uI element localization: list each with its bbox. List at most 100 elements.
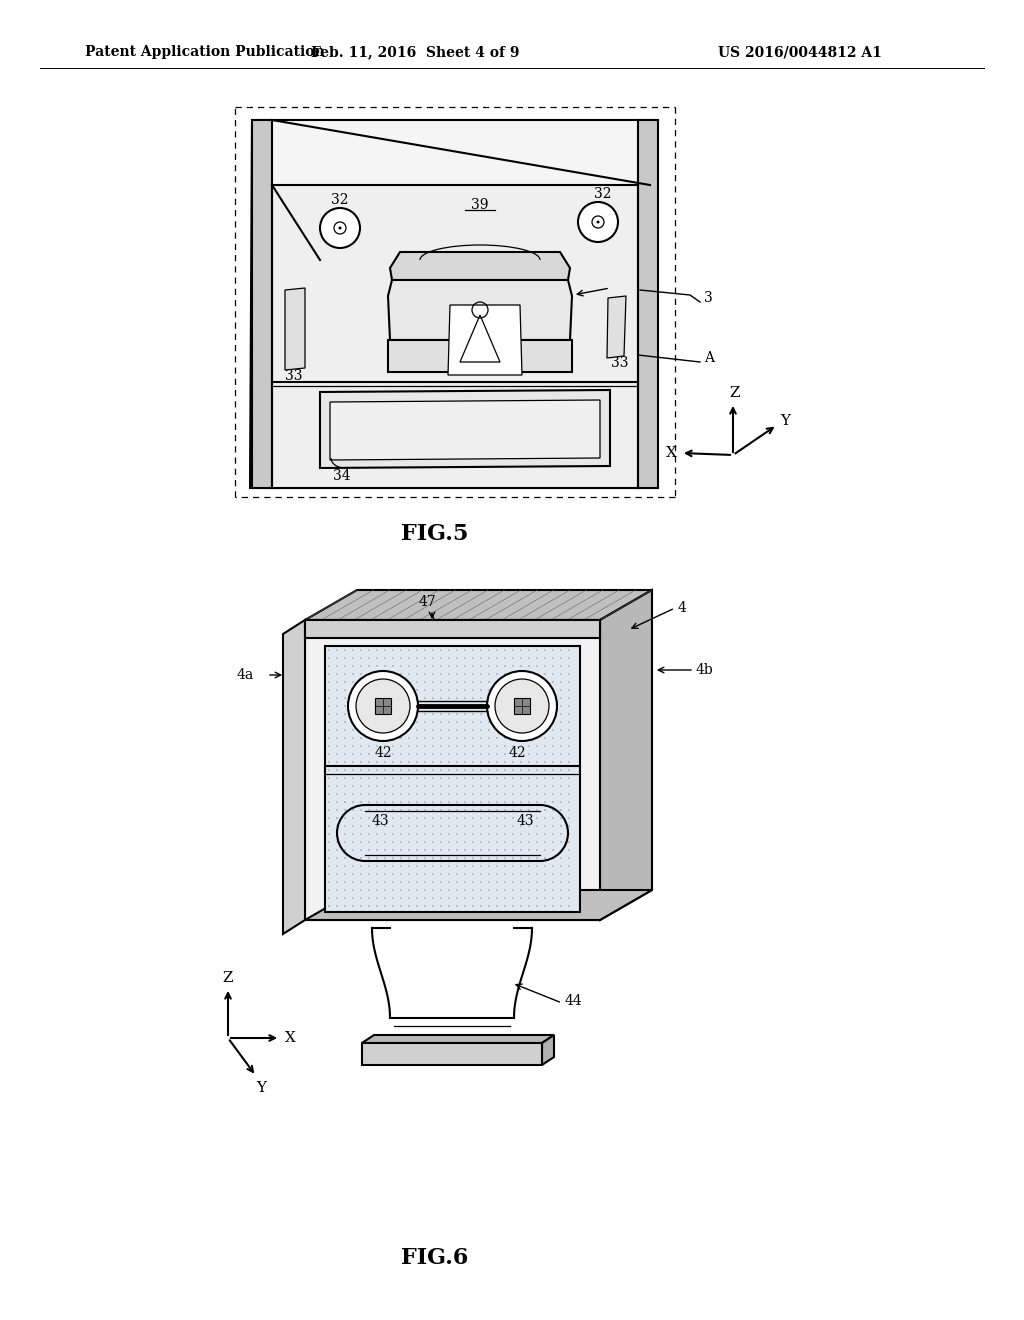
Circle shape — [376, 890, 378, 891]
Circle shape — [392, 649, 394, 651]
Circle shape — [344, 737, 346, 739]
Circle shape — [376, 665, 378, 667]
Circle shape — [537, 777, 538, 779]
Circle shape — [560, 697, 562, 698]
Circle shape — [384, 857, 386, 859]
Text: 33: 33 — [611, 356, 629, 370]
Circle shape — [376, 721, 378, 723]
Circle shape — [416, 770, 418, 771]
Circle shape — [520, 865, 522, 867]
Circle shape — [512, 785, 514, 787]
Circle shape — [409, 849, 410, 851]
Circle shape — [344, 697, 346, 698]
Circle shape — [432, 874, 434, 875]
Circle shape — [432, 785, 434, 787]
Circle shape — [400, 705, 401, 706]
Circle shape — [376, 833, 378, 834]
Circle shape — [480, 665, 482, 667]
Circle shape — [344, 801, 346, 803]
Circle shape — [360, 857, 361, 859]
Circle shape — [319, 209, 360, 248]
Circle shape — [497, 801, 498, 803]
Circle shape — [369, 665, 370, 667]
Circle shape — [392, 801, 394, 803]
Circle shape — [568, 809, 569, 810]
Circle shape — [432, 746, 434, 747]
Polygon shape — [542, 1035, 554, 1065]
Circle shape — [400, 729, 401, 731]
Circle shape — [360, 762, 361, 763]
Circle shape — [400, 809, 401, 810]
Circle shape — [449, 754, 450, 755]
Circle shape — [464, 721, 466, 723]
Circle shape — [472, 657, 474, 659]
Circle shape — [392, 865, 394, 867]
Circle shape — [336, 681, 338, 682]
Circle shape — [528, 801, 529, 803]
Circle shape — [416, 833, 418, 834]
Circle shape — [344, 665, 346, 667]
Circle shape — [544, 882, 546, 883]
Circle shape — [424, 809, 426, 810]
Circle shape — [488, 762, 489, 763]
Circle shape — [369, 689, 370, 690]
Circle shape — [449, 841, 450, 842]
Circle shape — [329, 665, 330, 667]
Circle shape — [336, 689, 338, 690]
Circle shape — [544, 817, 546, 818]
Circle shape — [472, 649, 474, 651]
Circle shape — [544, 673, 546, 675]
Circle shape — [432, 657, 434, 659]
Circle shape — [416, 809, 418, 810]
Circle shape — [449, 770, 450, 771]
Circle shape — [464, 809, 466, 810]
Circle shape — [432, 721, 434, 723]
Polygon shape — [283, 620, 305, 935]
Circle shape — [544, 825, 546, 826]
Circle shape — [329, 865, 330, 867]
Circle shape — [424, 705, 426, 706]
Circle shape — [464, 906, 466, 907]
Circle shape — [472, 777, 474, 779]
Circle shape — [440, 721, 441, 723]
Circle shape — [384, 906, 386, 907]
Circle shape — [409, 762, 410, 763]
Circle shape — [360, 729, 361, 731]
Circle shape — [537, 809, 538, 810]
Circle shape — [472, 754, 474, 755]
Circle shape — [344, 833, 346, 834]
Circle shape — [520, 729, 522, 731]
Circle shape — [360, 817, 361, 818]
Circle shape — [488, 697, 489, 698]
Circle shape — [495, 678, 549, 733]
Circle shape — [537, 833, 538, 834]
Circle shape — [384, 801, 386, 803]
Circle shape — [424, 713, 426, 715]
Circle shape — [560, 865, 562, 867]
Circle shape — [512, 833, 514, 834]
Circle shape — [568, 777, 569, 779]
Circle shape — [344, 777, 346, 779]
Circle shape — [376, 906, 378, 907]
Circle shape — [504, 898, 506, 899]
Circle shape — [520, 665, 522, 667]
Circle shape — [440, 825, 441, 826]
Circle shape — [560, 737, 562, 739]
Circle shape — [568, 770, 569, 771]
Text: FIG.6: FIG.6 — [401, 1247, 469, 1269]
Circle shape — [497, 793, 498, 795]
Circle shape — [480, 785, 482, 787]
Circle shape — [457, 681, 458, 682]
Circle shape — [440, 713, 441, 715]
Polygon shape — [252, 120, 272, 488]
Circle shape — [336, 841, 338, 842]
Circle shape — [344, 681, 346, 682]
Circle shape — [457, 857, 458, 859]
Circle shape — [369, 697, 370, 698]
Circle shape — [537, 785, 538, 787]
Circle shape — [568, 657, 569, 659]
Circle shape — [544, 801, 546, 803]
Circle shape — [568, 833, 569, 834]
Circle shape — [480, 865, 482, 867]
Circle shape — [400, 746, 401, 747]
